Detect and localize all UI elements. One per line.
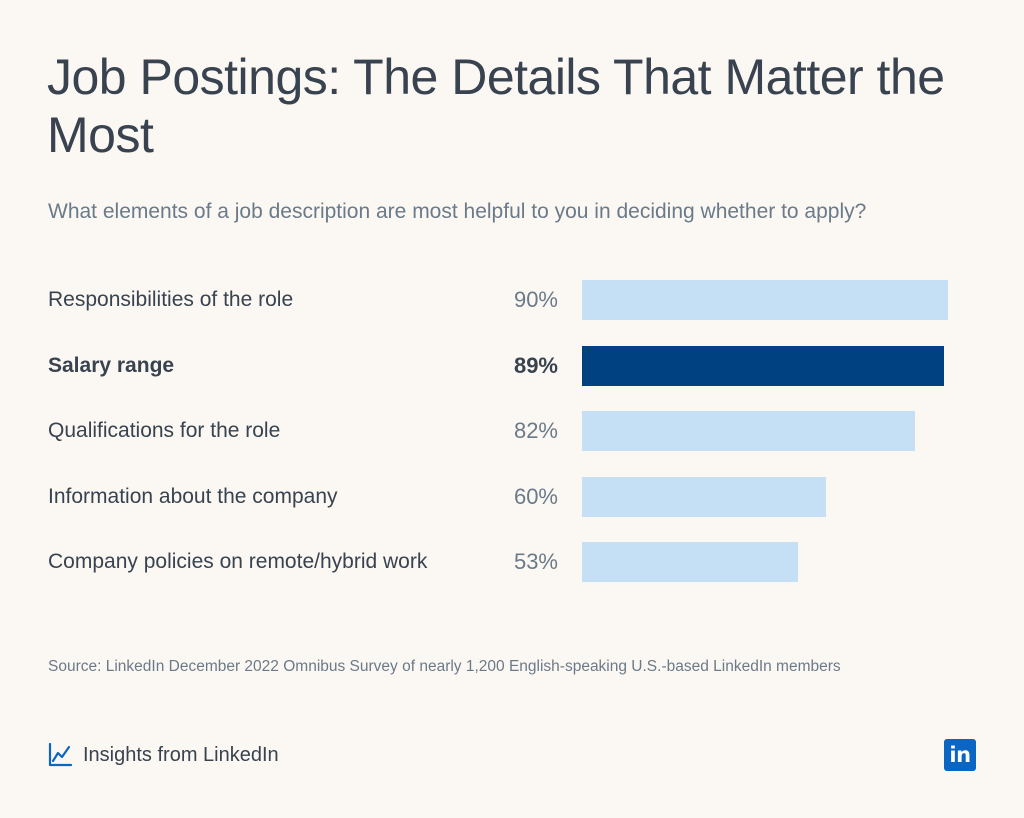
category-label: Qualifications for the role xyxy=(48,419,281,442)
brand-text: Insights from LinkedIn xyxy=(83,744,279,766)
value-label: 82% xyxy=(513,418,558,443)
bar-row: Company policies on remote/hybrid work 53… xyxy=(0,542,1024,582)
bar-track xyxy=(582,346,948,386)
bar-track xyxy=(582,411,948,451)
insights-brand: Insights from LinkedIn xyxy=(47,741,279,769)
category-label: Salary range xyxy=(48,354,175,377)
category-label: Company policies on remote/hybrid work xyxy=(48,550,428,573)
value-label: 89% xyxy=(513,353,558,378)
bar-row: Information about the company 60% xyxy=(0,477,1024,517)
bar xyxy=(582,477,826,517)
bar-track xyxy=(582,280,948,320)
bar-row: Qualifications for the role 82% xyxy=(0,411,1024,451)
bar-track xyxy=(582,477,948,517)
value-label: 53% xyxy=(513,549,558,574)
bar xyxy=(582,346,944,386)
source-note: Source: LinkedIn December 2022 Omnibus S… xyxy=(48,658,841,675)
bar xyxy=(582,280,948,320)
bar-track xyxy=(582,542,948,582)
survey-question: What elements of a job description are m… xyxy=(48,200,867,223)
page-title: Job Postings: The Details That Matter th… xyxy=(47,49,945,163)
line-chart-icon xyxy=(47,742,73,768)
linkedin-logo: in xyxy=(944,739,976,771)
bar xyxy=(582,411,915,451)
value-label: 60% xyxy=(513,484,558,509)
bar xyxy=(582,542,798,582)
bar-chart: Responsibilities of the role 90% Salary ra… xyxy=(0,280,1024,590)
category-label: Information about the company xyxy=(48,485,338,508)
category-label: Responsibilities of the role xyxy=(48,288,294,311)
value-label: 90% xyxy=(513,287,558,312)
bar-row: Responsibilities of the role 90% xyxy=(0,280,1024,320)
bar-row: Salary range 89% xyxy=(0,346,1024,386)
